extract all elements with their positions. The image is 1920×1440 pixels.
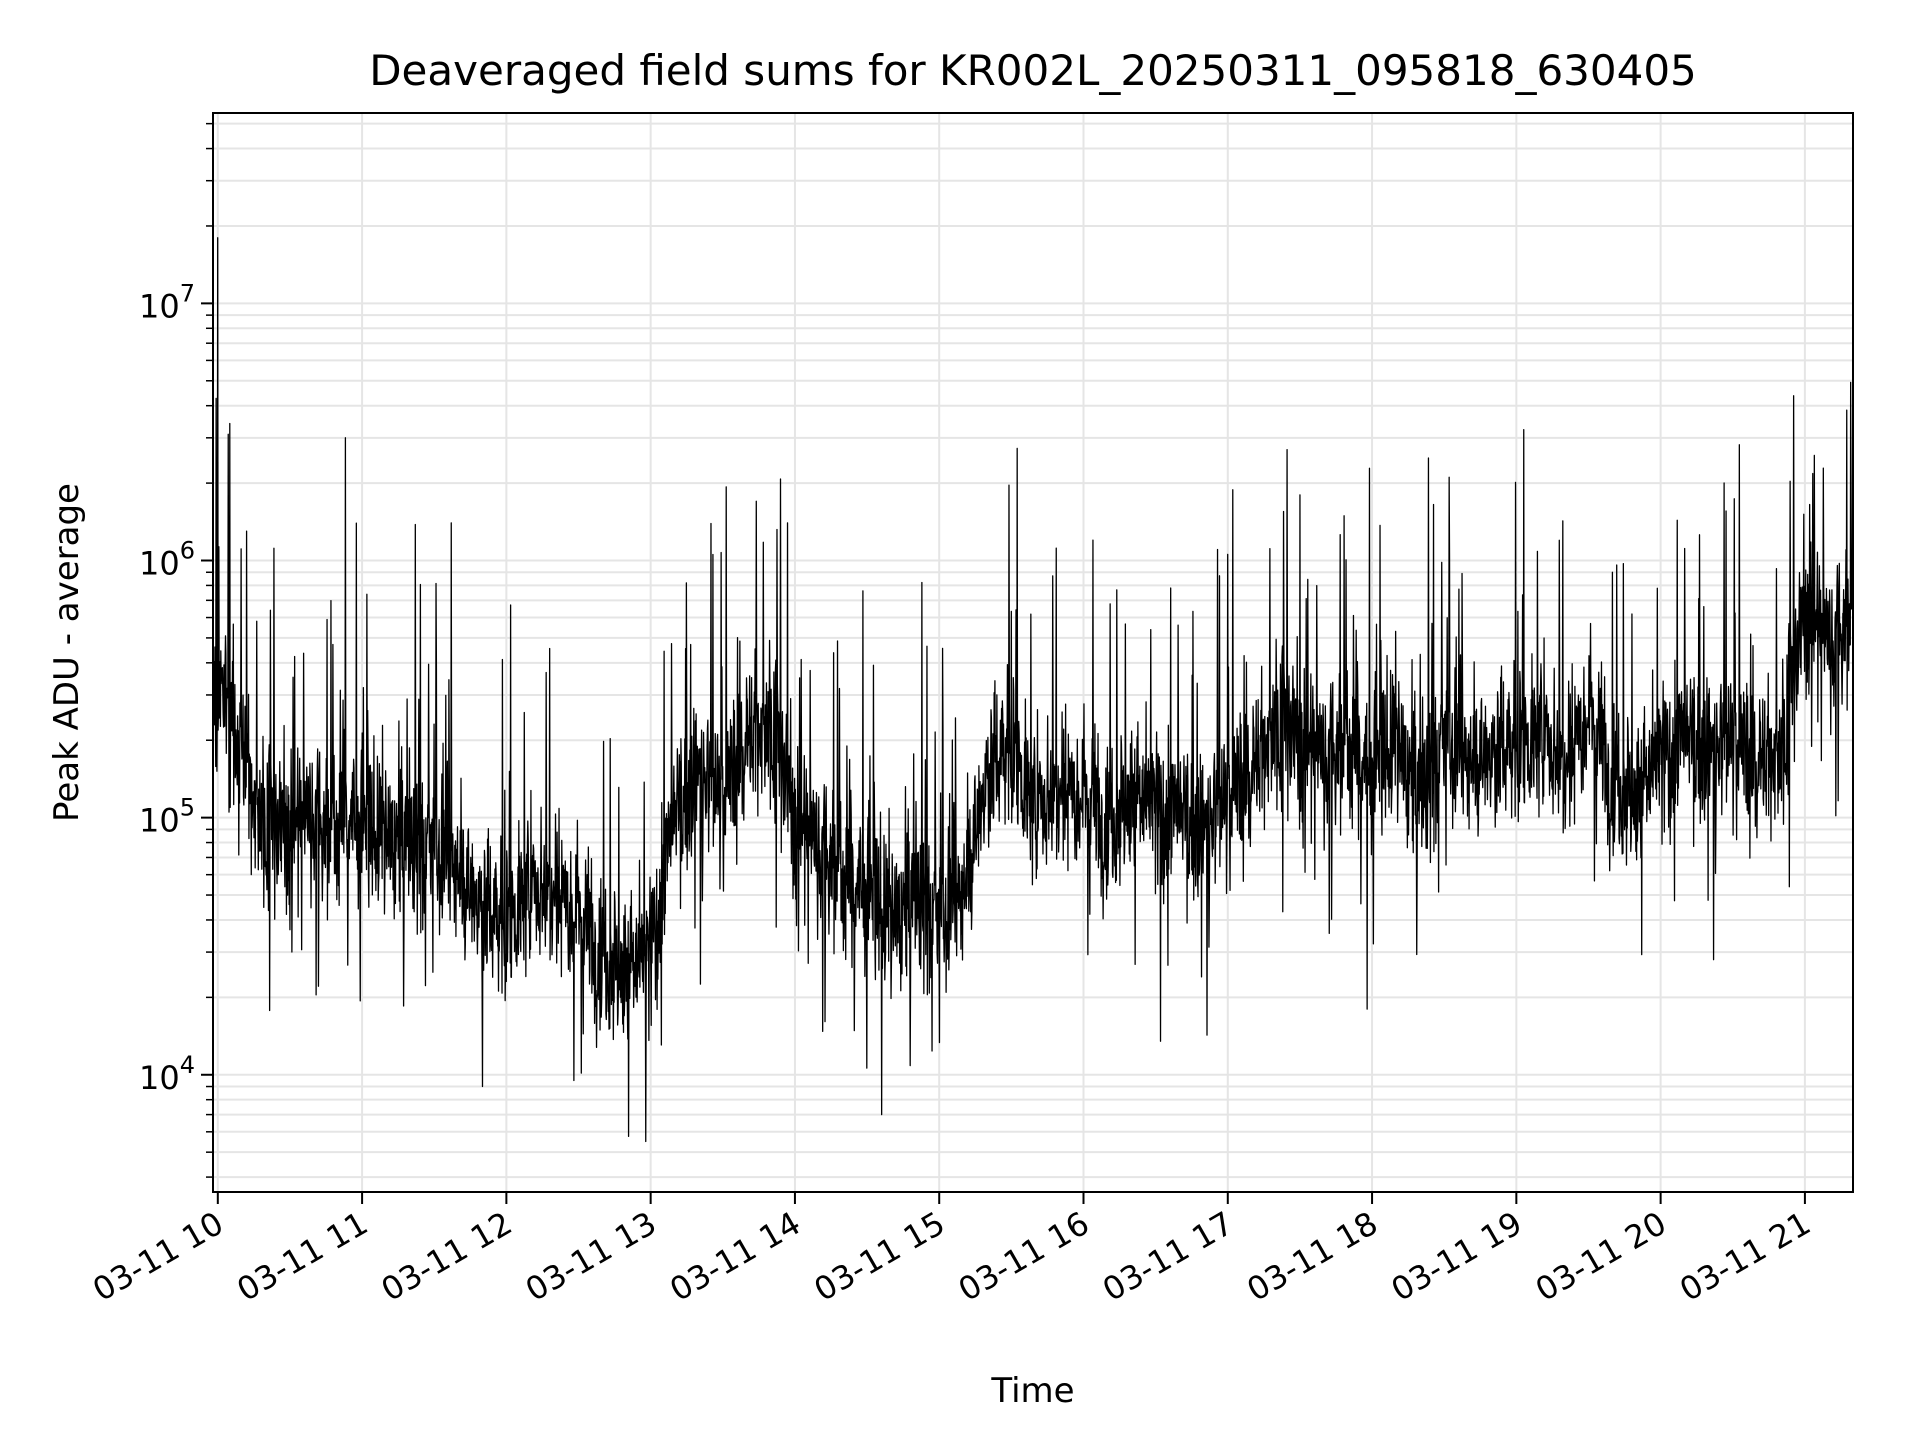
chart-title: Deaveraged field sums for KR002L_2025031… bbox=[369, 46, 1697, 95]
x-axis-label: Time bbox=[990, 1371, 1074, 1411]
series-line bbox=[212, 163, 1854, 1143]
y-tick-label: 105 bbox=[139, 794, 195, 840]
y-axis-label: Peak ADU - average bbox=[47, 483, 87, 822]
y-tick-label: 107 bbox=[139, 279, 195, 325]
y-tick-label: 106 bbox=[139, 537, 195, 583]
y-tick-label: 104 bbox=[139, 1051, 195, 1097]
plot-frame bbox=[212, 112, 1854, 1193]
series-layer bbox=[212, 163, 1854, 1143]
